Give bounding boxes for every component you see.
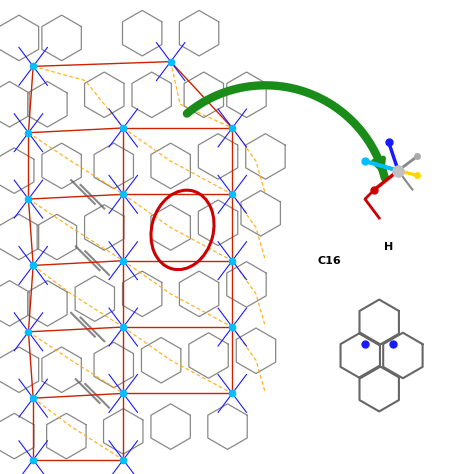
Text: H: H <box>384 242 393 252</box>
Text: C16: C16 <box>318 256 341 266</box>
